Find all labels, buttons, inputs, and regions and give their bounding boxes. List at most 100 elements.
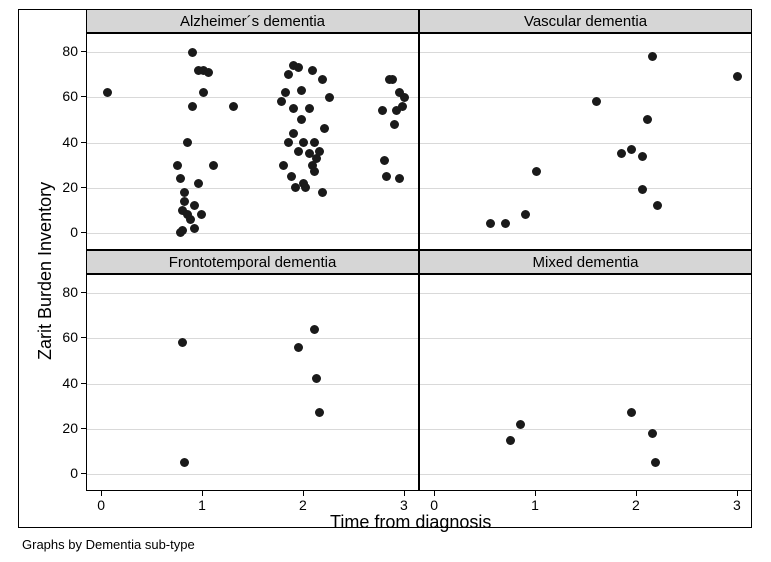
grid-line	[420, 188, 751, 189]
data-point	[592, 97, 601, 106]
data-point	[521, 210, 530, 219]
data-point	[284, 70, 293, 79]
data-point	[287, 172, 296, 181]
data-point	[627, 145, 636, 154]
x-tick-label: 2	[293, 497, 313, 513]
data-point	[506, 436, 515, 445]
data-point	[199, 88, 208, 97]
grid-line	[420, 52, 751, 53]
data-point	[294, 63, 303, 72]
data-point	[310, 138, 319, 147]
grid-line	[420, 143, 751, 144]
data-point	[398, 102, 407, 111]
grid-line	[87, 97, 418, 98]
x-tick-label: 1	[192, 497, 212, 513]
y-tick-mark	[81, 292, 86, 293]
data-point	[648, 52, 657, 61]
y-tick-label: 80	[50, 284, 78, 300]
grid-line	[420, 293, 751, 294]
grid-line	[87, 188, 418, 189]
y-tick-mark	[81, 232, 86, 233]
grid-line	[87, 384, 418, 385]
y-tick-label: 60	[50, 329, 78, 345]
x-tick-label: 0	[424, 497, 444, 513]
x-tick-mark	[737, 491, 738, 496]
y-tick-mark	[81, 428, 86, 429]
y-tick-mark	[81, 473, 86, 474]
data-point	[186, 215, 195, 224]
data-point	[301, 183, 310, 192]
y-tick-label: 80	[50, 43, 78, 59]
data-point	[651, 458, 660, 467]
x-tick-mark	[404, 491, 405, 496]
grid-line	[87, 429, 418, 430]
x-tick-mark	[535, 491, 536, 496]
data-point	[382, 172, 391, 181]
data-point	[183, 138, 192, 147]
y-tick-mark	[81, 142, 86, 143]
data-point	[400, 93, 409, 102]
data-point	[390, 120, 399, 129]
x-tick-mark	[202, 491, 203, 496]
data-point	[188, 48, 197, 57]
y-tick-mark	[81, 96, 86, 97]
data-point	[289, 129, 298, 138]
grid-line	[87, 293, 418, 294]
data-point	[501, 219, 510, 228]
data-point	[281, 88, 290, 97]
figure-root: Zarit Burden Inventory Time from diagnos…	[0, 0, 771, 562]
data-point	[643, 115, 652, 124]
x-tick-mark	[636, 491, 637, 496]
data-point	[395, 174, 404, 183]
y-tick-label: 40	[50, 134, 78, 150]
y-tick-label: 0	[50, 465, 78, 481]
data-point	[103, 88, 112, 97]
data-point	[178, 338, 187, 347]
data-point	[289, 104, 298, 113]
data-point	[310, 167, 319, 176]
y-tick-mark	[81, 337, 86, 338]
panel-title: Frontotemporal dementia	[86, 250, 419, 274]
data-point	[320, 124, 329, 133]
grid-line	[87, 143, 418, 144]
grid-line	[87, 233, 418, 234]
x-axis-title: Time from diagnosis	[330, 512, 491, 533]
data-point	[380, 156, 389, 165]
data-point	[648, 429, 657, 438]
data-point	[277, 97, 286, 106]
data-point	[204, 68, 213, 77]
grid-line	[420, 233, 751, 234]
data-point	[279, 161, 288, 170]
data-point	[197, 210, 206, 219]
x-tick-label: 1	[525, 497, 545, 513]
x-tick-label: 2	[626, 497, 646, 513]
plot-area	[419, 33, 752, 250]
plot-area	[86, 33, 419, 250]
grid-line	[420, 474, 751, 475]
x-tick-mark	[101, 491, 102, 496]
data-point	[190, 201, 199, 210]
x-tick-label: 0	[91, 497, 111, 513]
data-point	[308, 66, 317, 75]
y-tick-label: 20	[50, 420, 78, 436]
data-point	[176, 174, 185, 183]
plot-area	[419, 274, 752, 491]
data-point	[325, 93, 334, 102]
panel-title: Mixed dementia	[419, 250, 752, 274]
y-tick-mark	[81, 383, 86, 384]
data-point	[180, 188, 189, 197]
data-point	[173, 161, 182, 170]
y-tick-label: 60	[50, 88, 78, 104]
grid-line	[420, 338, 751, 339]
data-point	[638, 152, 647, 161]
grid-line	[420, 97, 751, 98]
data-point	[318, 75, 327, 84]
panel-title: Vascular dementia	[419, 9, 752, 33]
grid-line	[87, 338, 418, 339]
y-tick-label: 20	[50, 179, 78, 195]
data-point	[516, 420, 525, 429]
data-point	[310, 325, 319, 334]
x-tick-label: 3	[394, 497, 414, 513]
data-point	[180, 458, 189, 467]
y-tick-mark	[81, 51, 86, 52]
